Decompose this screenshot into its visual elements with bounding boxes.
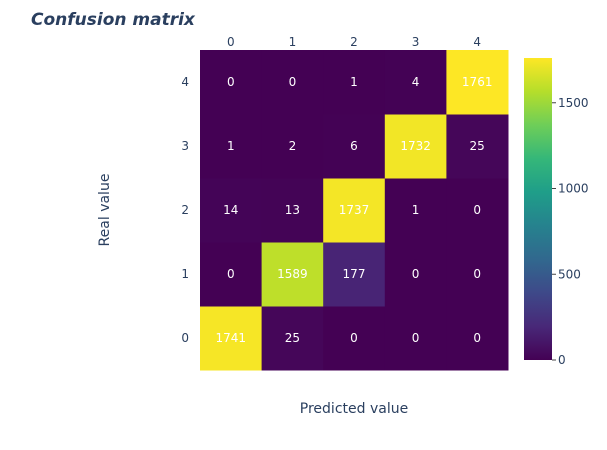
cell-value-label: 0: [412, 331, 420, 345]
y-tick-label: 2: [181, 203, 189, 217]
x-tick-label: 3: [412, 35, 420, 49]
cell-value-label: 25: [285, 331, 300, 345]
cell-value-label: 1: [227, 139, 235, 153]
cell-value-label: 4: [412, 75, 420, 89]
y-tick-label: 1: [181, 267, 189, 281]
heatmap-cell-r4-c1: [261, 50, 324, 115]
heatmap-cell-r3-c2: [323, 114, 386, 179]
heatmap-cell-r3-c1: [261, 114, 324, 179]
heatmap-cell-r3-c3: [384, 114, 447, 179]
heatmap-cells: [200, 50, 509, 371]
colorbar-ticks: 0 500 1000 1500: [552, 96, 589, 367]
heatmap-cell-r4-c3: [384, 50, 447, 115]
chart-title: Confusion matrix: [31, 10, 196, 30]
cell-value-label: 13: [285, 203, 300, 217]
cell-value-label: 0: [412, 267, 420, 281]
heatmap-cell-r4-c4: [446, 50, 509, 115]
cell-value-label: 1: [350, 75, 358, 89]
cell-value-label: 1737: [339, 203, 370, 217]
cell-value-label: 1589: [277, 267, 308, 281]
colorbar-tick-label: 0: [558, 353, 566, 367]
heatmap-cell-r2-c2: [323, 178, 386, 243]
x-tick-label: 1: [289, 35, 297, 49]
cell-value-label: 0: [289, 75, 297, 89]
heatmap-cell-r2-c0: [200, 178, 263, 243]
x-tick-label: 0: [227, 35, 235, 49]
colorbar-tick-label: 1000: [558, 182, 589, 196]
heatmap-cell-r0-c1: [261, 306, 324, 371]
heatmap-cell-r0-c3: [384, 306, 447, 371]
x-axis-title: Predicted value: [300, 401, 408, 417]
cell-value-label: 177: [343, 267, 366, 281]
heatmap-cell-r1-c3: [384, 242, 447, 307]
cell-value-label: 0: [227, 75, 235, 89]
y-tick-label: 3: [181, 139, 189, 153]
heatmap-cell-r0-c4: [446, 306, 509, 371]
y-axis-ticks: 0 1 2 3 4: [181, 75, 189, 345]
heatmap-cell-r1-c1: [261, 242, 324, 307]
cell-value-label: 1741: [216, 331, 247, 345]
heatmap-cell-r3-c0: [200, 114, 263, 179]
cell-value-label: 25: [470, 139, 485, 153]
y-axis-title: Real value: [97, 174, 113, 247]
x-tick-label: 2: [350, 35, 358, 49]
cell-value-label: 1732: [400, 139, 431, 153]
cell-value-label: 0: [350, 331, 358, 345]
heatmap-cell-r1-c4: [446, 242, 509, 307]
cell-value-label: 0: [227, 267, 235, 281]
heatmap-cell-r0-c0: [200, 306, 263, 371]
heatmap-cell-r4-c2: [323, 50, 386, 115]
cell-value-label: 0: [473, 203, 481, 217]
x-axis-ticks: 0 1 2 3 4: [227, 35, 481, 49]
heatmap-cell-r1-c0: [200, 242, 263, 307]
x-tick-label: 4: [473, 35, 481, 49]
cell-value-label: 6: [350, 139, 358, 153]
heatmap-cell-r2-c4: [446, 178, 509, 243]
colorbar: [524, 58, 552, 360]
heatmap-cell-r2-c3: [384, 178, 447, 243]
cell-value-label: 0: [473, 267, 481, 281]
y-tick-label: 0: [181, 331, 189, 345]
heatmap-cell-r3-c4: [446, 114, 509, 179]
colorbar-tick-label: 500: [558, 267, 581, 281]
cell-value-label: 1: [412, 203, 420, 217]
cell-value-label: 0: [473, 331, 481, 345]
cell-value-label: 2: [289, 139, 297, 153]
colorbar-tick-label: 1500: [558, 96, 589, 110]
heatmap-cell-r0-c2: [323, 306, 386, 371]
y-tick-label: 4: [181, 75, 189, 89]
heatmap-cell-r1-c2: [323, 242, 386, 307]
cell-value-label: 14: [223, 203, 238, 217]
heatmap-cell-r4-c0: [200, 50, 263, 115]
cell-value-label: 1761: [462, 75, 493, 89]
heatmap-cell-r2-c1: [261, 178, 324, 243]
heatmap-cell-labels: 1741 25 0 0 00 1589 177 0 014 13 1737 1 01 2 6 1732 250 0…: [216, 75, 493, 345]
